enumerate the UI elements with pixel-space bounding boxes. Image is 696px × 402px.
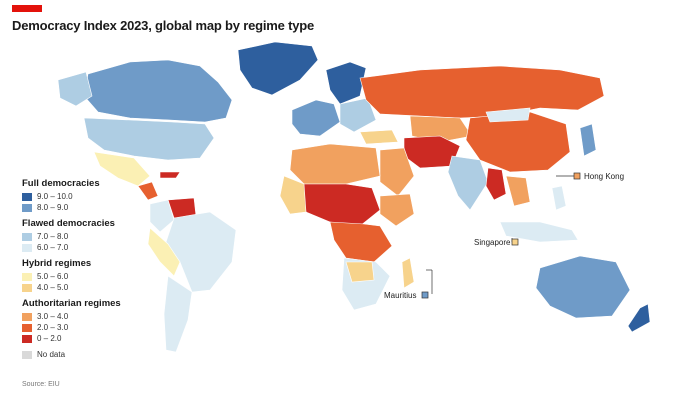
region-colombia <box>149 199 175 233</box>
legend-swatch <box>22 334 32 343</box>
legend-group: Full democracies 9.0 – 10.0 8.0 – 9.0 <box>22 178 152 213</box>
legend-item: No data <box>22 349 152 360</box>
region-greenland <box>237 41 319 96</box>
callout-label-hong-kong: Hong Kong <box>584 172 624 181</box>
accent-bar <box>12 5 42 12</box>
region-central-asia <box>409 115 473 143</box>
legend-item: 3.0 – 4.0 <box>22 311 152 322</box>
legend-group: Flawed democracies 7.0 – 8.0 6.0 – 7.0 <box>22 218 152 253</box>
legend-label: 4.0 – 5.0 <box>37 283 69 292</box>
legend-label: 0 – 2.0 <box>37 334 62 343</box>
legend-item: 8.0 – 9.0 <box>22 202 152 213</box>
region-china <box>465 111 571 173</box>
legend-swatch <box>22 283 32 292</box>
legend-heading: Flawed democracies <box>22 218 115 229</box>
region-eastern-europe <box>339 97 377 133</box>
legend-item: 2.0 – 3.0 <box>22 322 152 333</box>
legend-swatch <box>22 323 32 332</box>
region-scandinavia <box>325 61 367 105</box>
callout-marker-mauritius <box>421 291 429 299</box>
region-turkey <box>359 129 399 145</box>
legend-label: No data <box>37 350 66 359</box>
legend: Full democracies 9.0 – 10.0 8.0 – 9.0 Flawe… <box>22 178 152 365</box>
callout-label-mauritius: Mauritius <box>384 291 416 300</box>
region-new-zealand <box>627 303 651 333</box>
region-japan <box>579 123 597 157</box>
legend-label: 7.0 – 8.0 <box>37 232 69 241</box>
callout-marker-hong-kong <box>573 172 581 180</box>
region-north-africa <box>289 143 381 185</box>
legend-item: 9.0 – 10.0 <box>22 191 152 202</box>
legend-label: 9.0 – 10.0 <box>37 192 73 201</box>
legend-swatch <box>22 272 32 281</box>
region-india <box>447 155 489 211</box>
source-note: Source: EIU <box>22 381 60 388</box>
legend-swatch <box>22 203 32 212</box>
legend-heading: Authoritarian regimes <box>22 298 121 309</box>
region-horn-africa <box>379 193 415 227</box>
legend-swatch <box>22 232 32 241</box>
region-central-america <box>137 181 159 201</box>
callout-label-singapore: Singapore <box>474 238 511 247</box>
legend-group: Hybrid regimes 5.0 – 6.0 4.0 – 5.0 <box>22 258 152 293</box>
region-canada <box>83 59 233 123</box>
callout-marker-singapore <box>511 238 519 246</box>
legend-label: 2.0 – 3.0 <box>37 323 69 332</box>
region-south-central-africa <box>345 261 375 283</box>
legend-item: 0 – 2.0 <box>22 333 152 344</box>
legend-swatch <box>22 350 32 359</box>
legend-group: Authoritarian regimes 3.0 – 4.0 2.0 – 3.0 0… <box>22 298 152 344</box>
map-title: Democracy Index 2023, global map by regi… <box>12 18 315 33</box>
region-argentina-chile <box>163 275 193 353</box>
region-peru-bolivia <box>147 227 181 277</box>
region-australia <box>535 255 631 319</box>
legend-heading: Full democracies <box>22 178 100 189</box>
legend-item: 6.0 – 7.0 <box>22 242 152 253</box>
region-western-europe <box>291 99 341 137</box>
legend-item: 4.0 – 5.0 <box>22 282 152 293</box>
legend-swatch <box>22 192 32 201</box>
region-philippines <box>551 185 567 211</box>
region-caribbean <box>159 171 181 179</box>
legend-swatch <box>22 312 32 321</box>
region-brazil <box>165 211 237 293</box>
region-russia <box>359 65 605 119</box>
region-mongolia <box>485 107 531 123</box>
region-arabia <box>379 147 415 197</box>
legend-label: 8.0 – 9.0 <box>37 203 69 212</box>
region-indonesia <box>499 221 579 243</box>
legend-item: 5.0 – 6.0 <box>22 271 152 282</box>
region-west-africa <box>279 175 307 215</box>
region-sahel <box>299 183 381 227</box>
legend-label: 6.0 – 7.0 <box>37 243 69 252</box>
region-indochina <box>505 175 531 207</box>
region-alaska <box>57 71 93 107</box>
legend-heading: Hybrid regimes <box>22 258 92 269</box>
legend-label: 3.0 – 4.0 <box>37 312 69 321</box>
region-central-africa <box>329 221 393 263</box>
region-myanmar <box>485 167 507 201</box>
region-usa <box>83 117 215 161</box>
legend-label: 5.0 – 6.0 <box>37 272 69 281</box>
legend-swatch <box>22 243 32 252</box>
legend-item: 7.0 – 8.0 <box>22 231 152 242</box>
region-madagascar <box>401 257 415 289</box>
legend-group: No data <box>22 349 152 360</box>
